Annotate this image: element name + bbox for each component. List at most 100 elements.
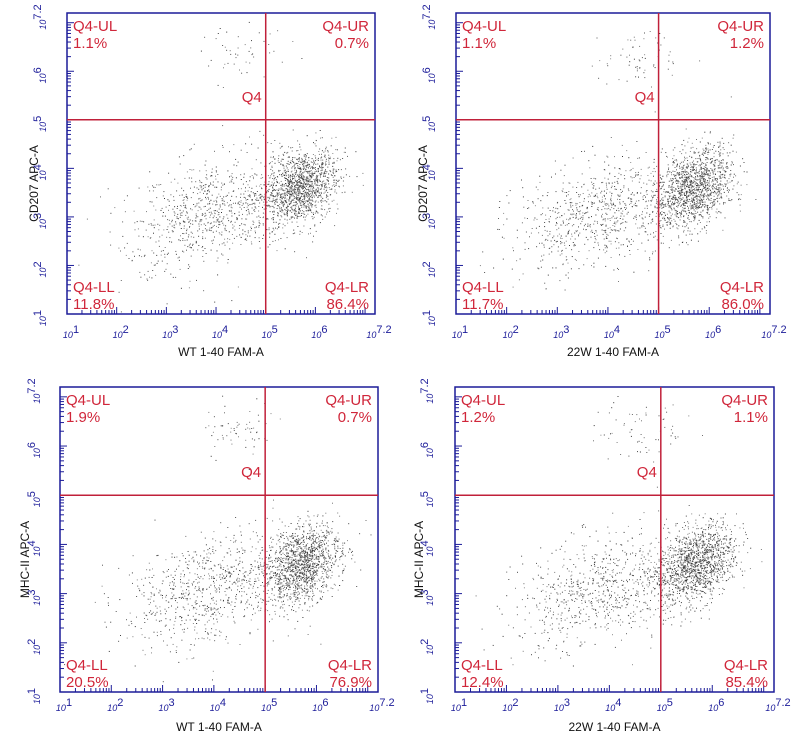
tick-label: 101 — [451, 697, 467, 713]
tick-label: 101 — [56, 697, 72, 713]
quadrant-name: Q4-UR — [721, 392, 768, 409]
panel-2: 101 102 103 104 105 106 107.2 101 102 103 104 105 10… — [416, 4, 787, 359]
gate-label: Q4 — [241, 464, 261, 481]
tick-label: 102 — [502, 697, 518, 713]
tick-label: 107.2 — [369, 697, 394, 713]
tick-label: 105 — [262, 324, 278, 340]
quadrant-name: Q4-LL — [66, 657, 108, 674]
quadrant-name: Q4-LR — [720, 279, 764, 296]
plot-frame — [455, 12, 771, 315]
tick-label: 105 — [261, 697, 277, 713]
y-axis-label: CD207 APC-A — [27, 145, 41, 222]
y-axis-label: MHC-II APC-A — [18, 521, 32, 598]
tick-label: 102 — [503, 324, 519, 340]
tick-label: 103 — [32, 213, 48, 229]
plot-frame — [66, 12, 376, 315]
tick-label: 107.2 — [26, 378, 42, 403]
tick-label: 107.2 — [366, 324, 391, 340]
axis-ticks — [59, 396, 369, 693]
y-axis-label: MHC-II APC-A — [412, 521, 426, 598]
quadrant-name: Q4-UL — [462, 18, 506, 35]
quadrant-percent: 20.5% — [66, 674, 109, 691]
x-axis-label: 22W 1-40 FAM-A — [568, 720, 660, 734]
tick-label: 102 — [107, 697, 123, 713]
axis-ticks — [454, 396, 765, 693]
quadrant-percent: 86.0% — [721, 296, 764, 313]
x-axis-label: WT 1-40 FAM-A — [176, 720, 262, 734]
tick-label: 106 — [708, 697, 724, 713]
quadrant-percent: 1.1% — [462, 35, 496, 52]
tick-label: 106 — [26, 442, 42, 458]
tick-label: 104 — [605, 697, 621, 713]
event-dots — [64, 395, 372, 683]
tick-label: 101 — [419, 688, 435, 704]
tick-label: 103 — [159, 697, 175, 713]
tick-label: 104 — [32, 164, 48, 180]
tick-label: 104 — [210, 697, 226, 713]
quadrant-name: Q4-LR — [325, 279, 369, 296]
tick-label: 103 — [26, 590, 42, 606]
quadrant-name: Q4-LL — [73, 279, 115, 296]
quadrant-percent: 86.4% — [326, 296, 369, 313]
tick-label: 104 — [421, 164, 437, 180]
tick-label: 105 — [657, 697, 673, 713]
quadrant-percent: 1.1% — [734, 409, 768, 426]
quadrant-percent: 1.2% — [461, 409, 495, 426]
quadrant-name: Q4-UL — [66, 392, 110, 409]
quadrant-percent: 76.9% — [329, 674, 372, 691]
axis-ticks — [455, 22, 761, 315]
panel-3: 101 102 103 104 105 106 107.2 101 102 103 104 105 10… — [18, 378, 395, 734]
quadrant-percent: 1.2% — [730, 35, 764, 52]
tick-label: 106 — [311, 324, 327, 340]
tick-label: 105 — [655, 324, 671, 340]
tick-label: 101 — [63, 324, 79, 340]
tick-label: 104 — [212, 324, 228, 340]
tick-label: 103 — [162, 324, 178, 340]
plot-frame — [454, 386, 775, 693]
tick-label: 102 — [419, 639, 435, 655]
quadrant-name: Q4-UR — [322, 18, 369, 35]
gate-label: Q4 — [242, 89, 262, 106]
tick-label: 104 — [419, 540, 435, 556]
quadrant-percent: 12.4% — [461, 674, 504, 691]
tick-label: 107.2 — [419, 378, 435, 403]
tick-label: 105 — [419, 491, 435, 507]
quadrant-percent: 11.8% — [73, 296, 114, 313]
quadrant-percent: 11.7% — [462, 296, 503, 313]
tick-label: 102 — [32, 261, 48, 277]
tick-label: 105 — [26, 491, 42, 507]
tick-label: 102 — [113, 324, 129, 340]
gate-label: Q4 — [637, 464, 657, 481]
plot-frame — [59, 386, 379, 693]
quadrant-name: Q4-UL — [461, 392, 505, 409]
tick-label: 101 — [26, 688, 42, 704]
quadrant-name: Q4-LL — [462, 279, 504, 296]
quadrant-name: Q4-LL — [461, 657, 503, 674]
tick-label: 107.2 — [761, 324, 786, 340]
tick-label: 106 — [32, 67, 48, 83]
quadrant-name: Q4-UL — [73, 18, 117, 35]
tick-label: 107.2 — [765, 697, 790, 713]
quadrant-name: Q4-UR — [325, 392, 372, 409]
tick-label: 106 — [421, 67, 437, 83]
tick-label: 104 — [604, 324, 620, 340]
tick-label: 103 — [419, 590, 435, 606]
quadrant-name: Q4-LR — [724, 657, 768, 674]
tick-label: 103 — [553, 324, 569, 340]
event-dots — [479, 31, 757, 291]
quadrant-percent: 0.7% — [338, 409, 372, 426]
quadrant-name: Q4-LR — [328, 657, 372, 674]
tick-label: 107.2 — [32, 4, 48, 29]
tick-label: 103 — [554, 697, 570, 713]
tick-label: 102 — [26, 639, 42, 655]
event-dots — [475, 396, 763, 667]
tick-label: 101 — [421, 310, 437, 326]
tick-label: 101 — [452, 324, 468, 340]
panel-4: 101 102 103 104 105 106 107.2 101 102 103 104 105 10… — [412, 378, 791, 734]
tick-label: 102 — [421, 261, 437, 277]
x-axis-label: 22W 1-40 FAM-A — [567, 345, 659, 359]
tick-label: 106 — [312, 697, 328, 713]
tick-label: 107.2 — [421, 4, 437, 29]
